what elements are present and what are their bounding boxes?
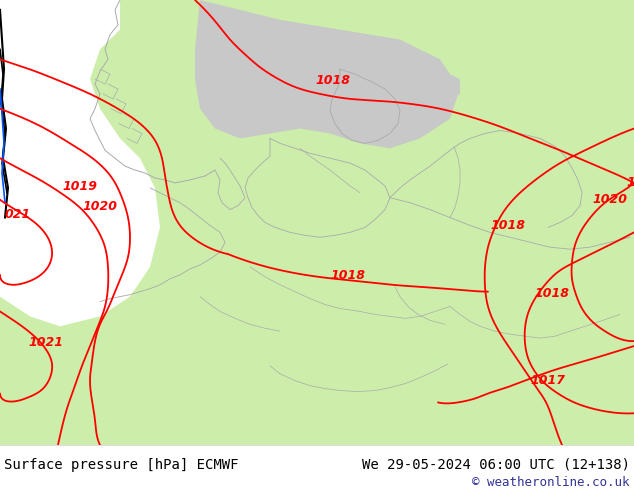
Text: 1018: 1018 bbox=[490, 220, 525, 232]
Polygon shape bbox=[195, 0, 460, 148]
Text: 1019: 1019 bbox=[62, 180, 97, 193]
Text: © weatheronline.co.uk: © weatheronline.co.uk bbox=[472, 476, 630, 489]
Polygon shape bbox=[0, 0, 634, 445]
Text: 102: 102 bbox=[626, 176, 634, 189]
Polygon shape bbox=[260, 79, 290, 94]
Text: 1020: 1020 bbox=[82, 199, 117, 213]
Text: 1017: 1017 bbox=[530, 373, 565, 387]
Polygon shape bbox=[230, 104, 270, 123]
Text: 1018: 1018 bbox=[315, 74, 350, 87]
Text: We 29-05-2024 06:00 UTC (12+138): We 29-05-2024 06:00 UTC (12+138) bbox=[362, 458, 630, 472]
Text: 1018: 1018 bbox=[534, 287, 569, 299]
Polygon shape bbox=[305, 54, 460, 109]
Text: 1021: 1021 bbox=[28, 336, 63, 349]
Polygon shape bbox=[320, 0, 634, 277]
Text: 1018: 1018 bbox=[330, 269, 365, 282]
Text: 021: 021 bbox=[5, 208, 31, 220]
Text: 1020: 1020 bbox=[592, 193, 627, 206]
Text: Surface pressure [hPa] ECMWF: Surface pressure [hPa] ECMWF bbox=[4, 458, 238, 472]
